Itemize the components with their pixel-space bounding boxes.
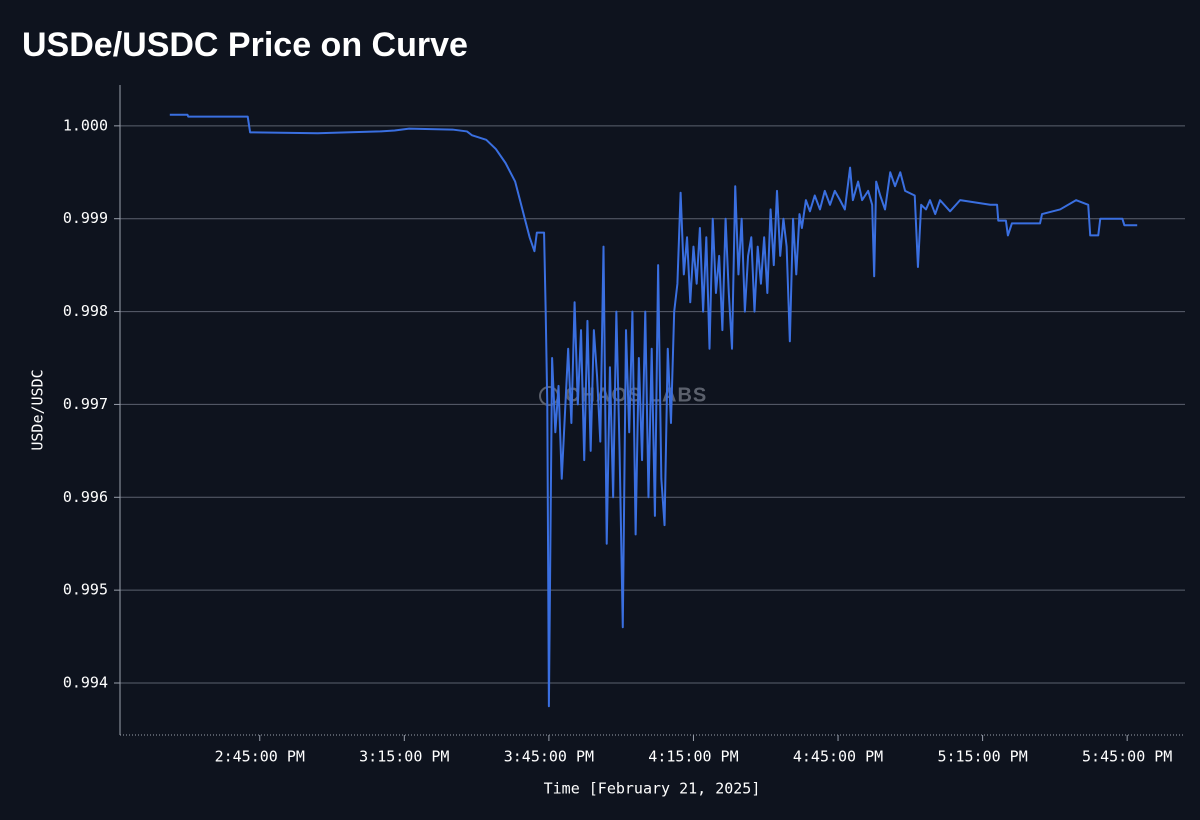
chart-title: USDe/USDC Price on Curve [22,26,468,64]
x-axis-label: Time [February 21, 2025] [544,780,761,798]
y-tick-label: 0.996 [63,488,108,506]
x-tick-label: 4:45:00 PM [793,748,883,766]
y-tick-label: 0.995 [63,581,108,599]
x-tick-label: 3:45:00 PM [504,748,594,766]
y-tick-label: 0.997 [63,395,108,413]
y-axis-label: USDe/USDC [29,369,47,450]
x-tick-label: 5:15:00 PM [937,748,1027,766]
x-tick-label: 3:15:00 PM [359,748,449,766]
x-tick-label: 2:45:00 PM [215,748,305,766]
x-tick-label: 5:45:00 PM [1082,748,1172,766]
y-tick-label: 0.994 [63,674,108,692]
x-tick-label: 4:15:00 PM [648,748,738,766]
y-tick-label: 0.998 [63,302,108,320]
price-line [169,113,1138,708]
y-tick-label: 0.999 [63,209,108,227]
y-tick-label: 1.000 [63,116,108,134]
